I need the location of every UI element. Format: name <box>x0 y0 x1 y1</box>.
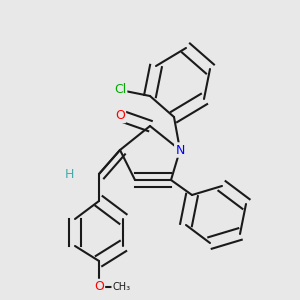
Text: CH₃: CH₃ <box>112 281 130 292</box>
Text: N: N <box>175 143 185 157</box>
Text: Cl: Cl <box>114 83 126 97</box>
Text: O: O <box>94 280 104 293</box>
Text: O: O <box>115 109 125 122</box>
Text: H: H <box>64 167 74 181</box>
